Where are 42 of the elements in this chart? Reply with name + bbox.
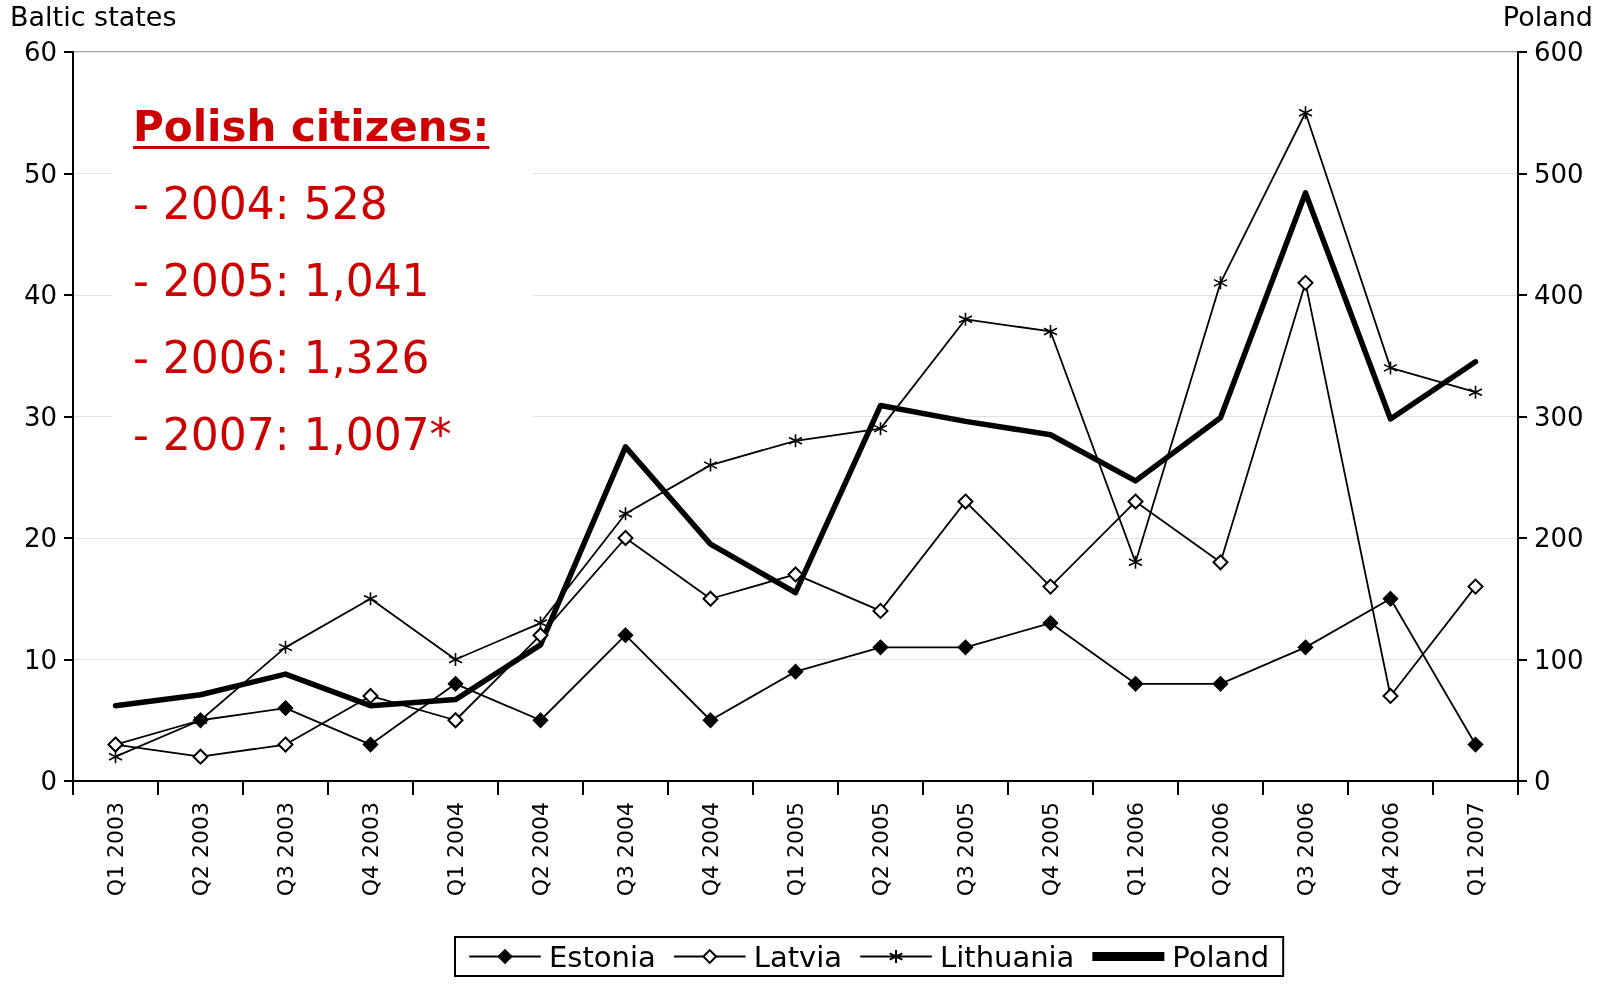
x-tick-label: Q3 2005 bbox=[953, 802, 978, 897]
legend-label: Poland bbox=[1172, 939, 1270, 974]
x-tick-label: Q1 2003 bbox=[103, 802, 128, 897]
y-tick-label: 20 bbox=[23, 523, 57, 553]
x-tick-label: Q4 2003 bbox=[358, 802, 383, 897]
x-tick-label: Q2 2006 bbox=[1208, 802, 1233, 897]
y2-tick-label: 100 bbox=[1534, 644, 1584, 675]
x-tick-label: Q3 2003 bbox=[273, 802, 298, 897]
x-tick-label: Q3 2006 bbox=[1293, 802, 1318, 897]
annotation: - 2005: 1,041 bbox=[133, 254, 430, 308]
x-tick-label: Q1 2005 bbox=[783, 802, 808, 897]
legend-label: Latvia bbox=[753, 939, 843, 974]
x-tick-label: Q4 2006 bbox=[1378, 802, 1403, 897]
x-tick-label: Q1 2004 bbox=[443, 802, 468, 897]
y2-axis-title: Poland bbox=[1502, 1, 1593, 32]
x-tick-label: Q1 2006 bbox=[1123, 802, 1148, 897]
y-tick-label: 30 bbox=[23, 401, 57, 432]
annotation: - 2006: 1,326 bbox=[133, 331, 430, 385]
y-axis-title: Baltic states bbox=[10, 1, 177, 32]
x-tick-label: Q4 2005 bbox=[1038, 802, 1063, 897]
x-tick-label: Q4 2004 bbox=[698, 802, 723, 897]
annotation: - 2007: 1,007* bbox=[133, 408, 452, 462]
x-tick-label: Q1 2007 bbox=[1463, 802, 1488, 897]
y2-tick-label: 500 bbox=[1534, 158, 1584, 189]
x-tick-label: Q2 2005 bbox=[868, 802, 893, 897]
y-tick-label: 60 bbox=[23, 37, 57, 67]
legend-label: Lithuania bbox=[940, 939, 1075, 974]
y-tick-label: 40 bbox=[23, 280, 57, 310]
legend-label: Estonia bbox=[549, 939, 656, 974]
annotation: Polish citizens: bbox=[133, 101, 490, 153]
y2-tick-label: 200 bbox=[1534, 523, 1584, 553]
x-tick-label: Q2 2004 bbox=[528, 802, 553, 897]
y2-tick-label: 300 bbox=[1534, 401, 1584, 432]
x-tick-label: Q3 2004 bbox=[613, 802, 638, 897]
annotation: - 2004: 528 bbox=[133, 177, 388, 231]
y-tick-label: 0 bbox=[40, 766, 57, 796]
y-tick-label: 10 bbox=[23, 644, 57, 675]
y-tick-label: 50 bbox=[23, 158, 57, 189]
y2-tick-label: 0 bbox=[1534, 766, 1551, 796]
y2-tick-label: 600 bbox=[1534, 37, 1584, 67]
x-tick-label: Q2 2003 bbox=[188, 802, 213, 897]
y2-tick-label: 400 bbox=[1534, 280, 1584, 310]
